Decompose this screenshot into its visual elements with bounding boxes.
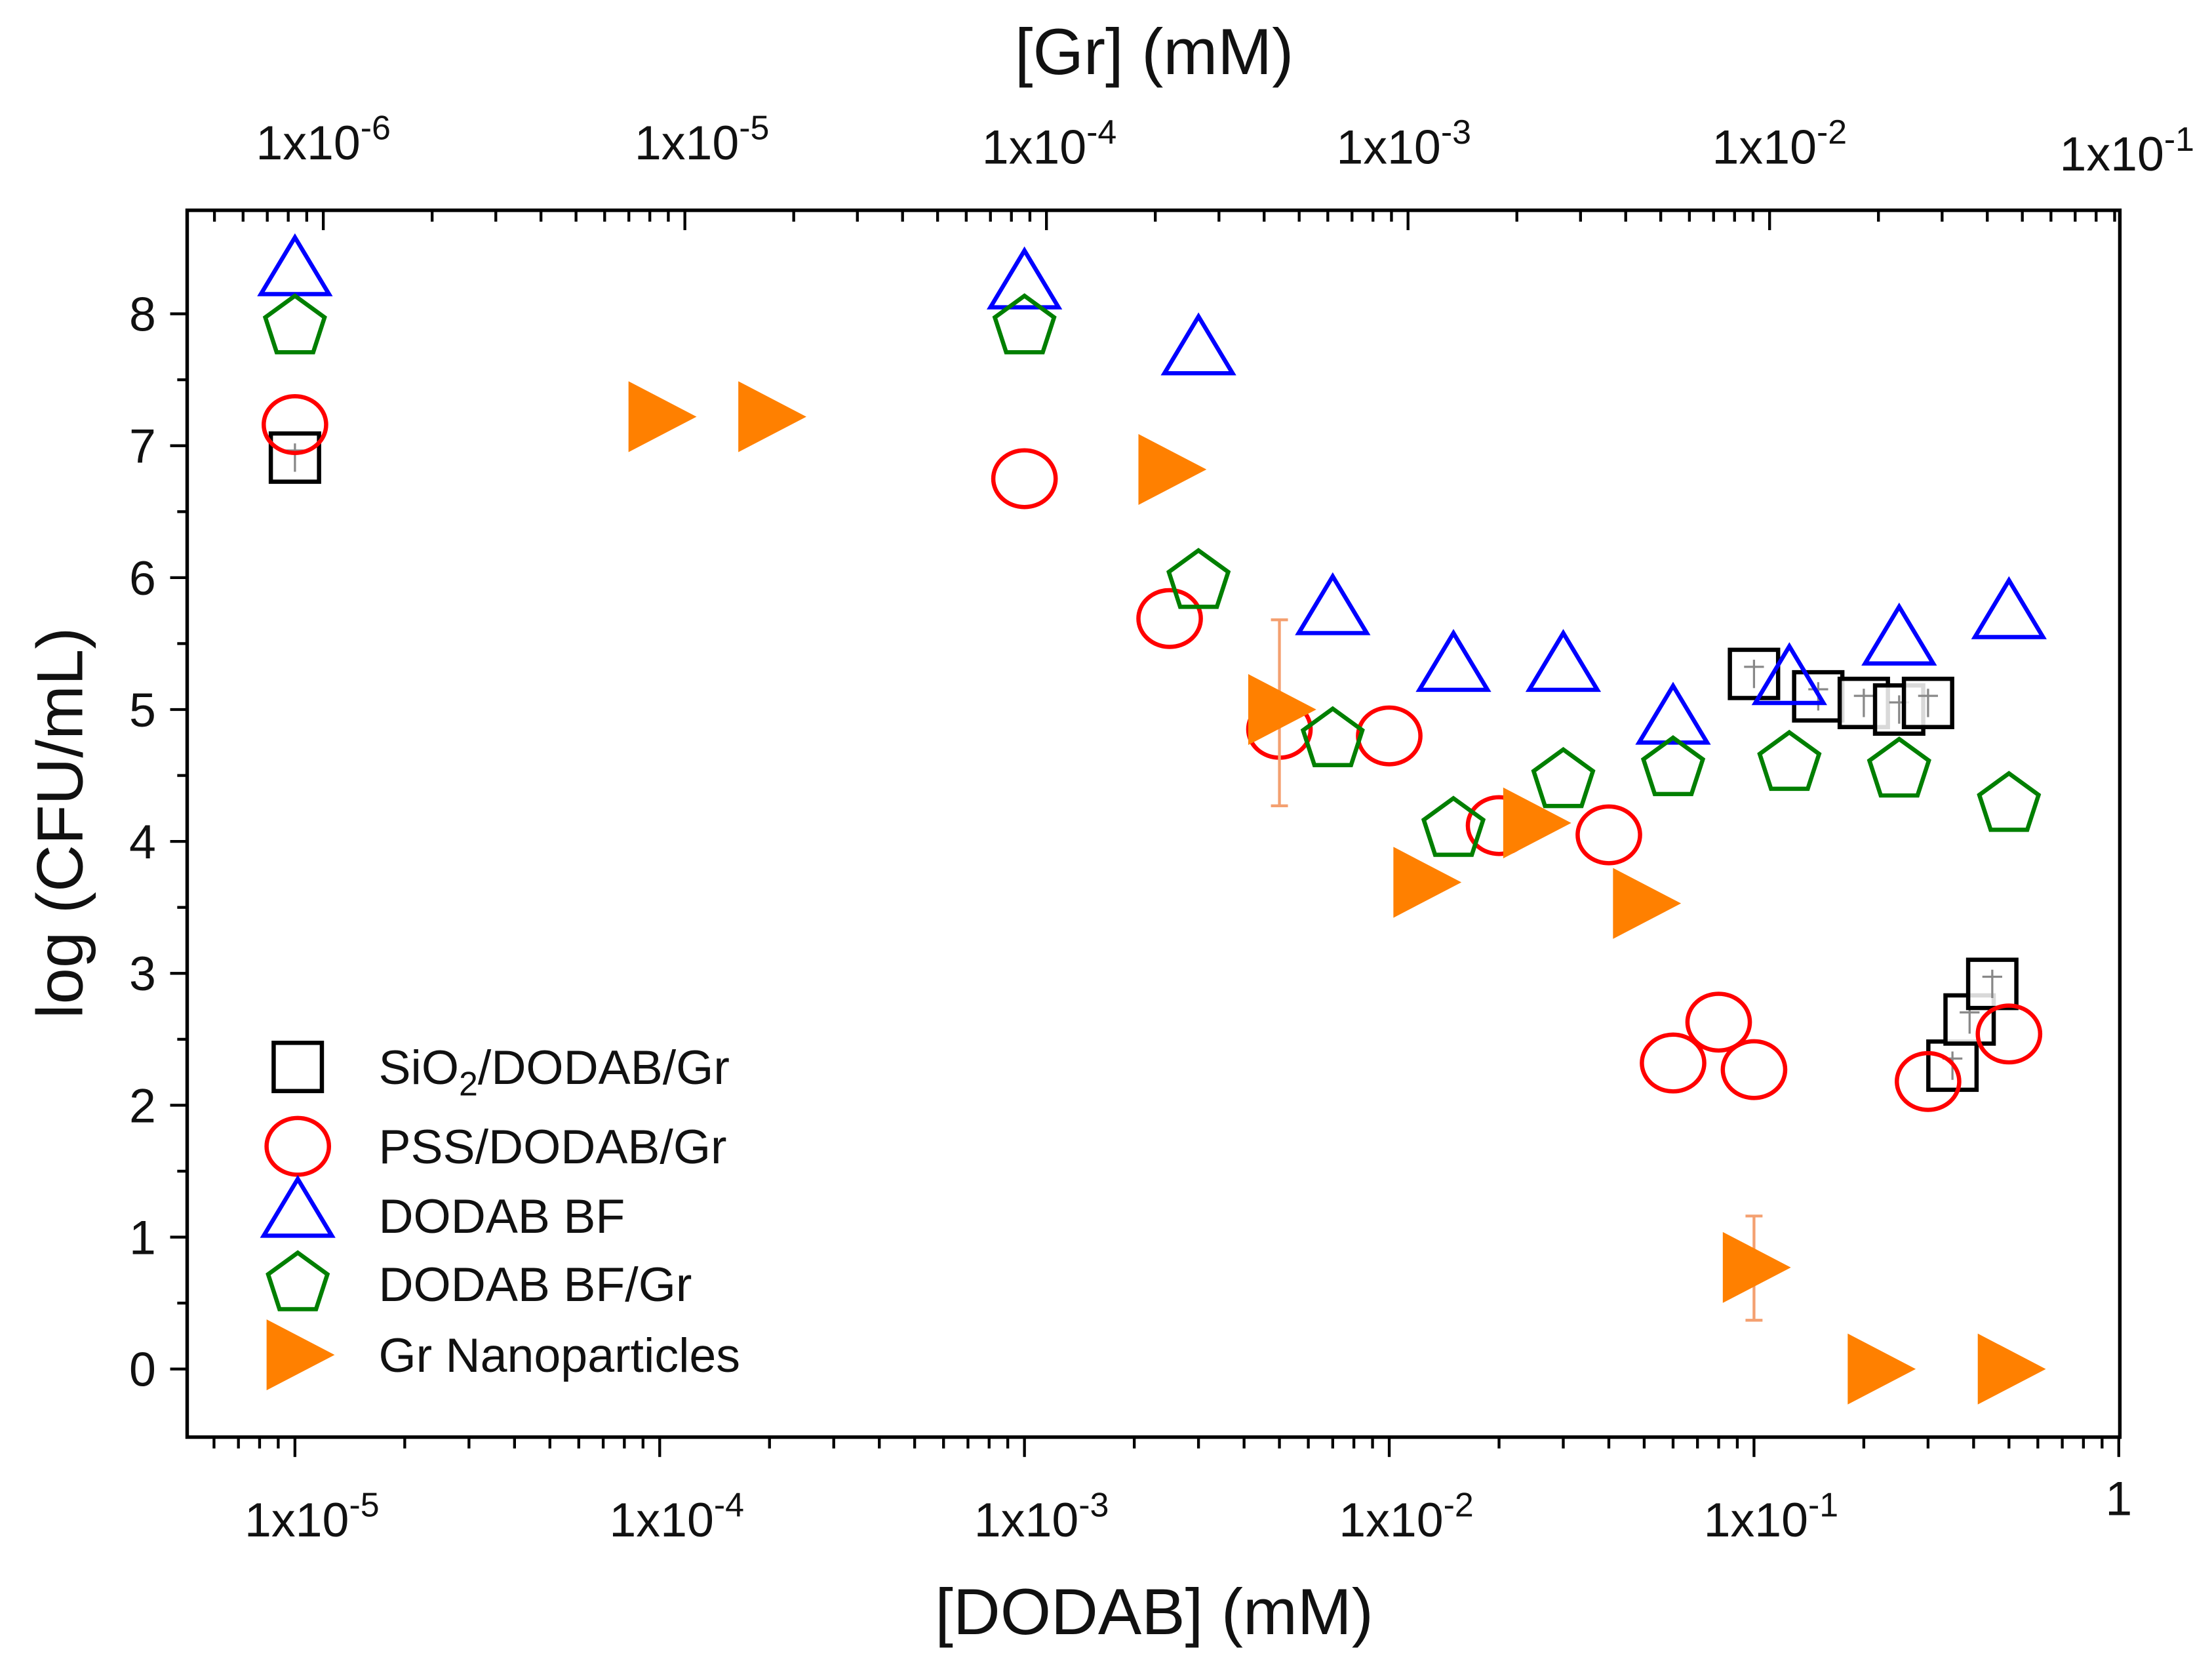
data-point bbox=[1975, 1003, 2043, 1065]
data-point bbox=[1503, 787, 1571, 859]
data-point bbox=[1640, 1032, 1707, 1094]
top-x-tick-label: 1x10-2 bbox=[1712, 113, 1847, 174]
data-point bbox=[262, 394, 328, 456]
data-point bbox=[1977, 1333, 2046, 1405]
legend-marker bbox=[266, 1319, 335, 1391]
x-tick-label: 1x10-3 bbox=[974, 1486, 1109, 1547]
data-point bbox=[1415, 629, 1491, 692]
data-point bbox=[992, 293, 1057, 355]
x-tick-label: 1x10-1 bbox=[1704, 1486, 1839, 1547]
legend-label: DODAB BF/Gr bbox=[378, 1257, 692, 1312]
data-point bbox=[1136, 588, 1203, 649]
legend-label: SiO2/DODAB/Gr bbox=[378, 1040, 729, 1102]
series-dodab-bf-gr bbox=[262, 293, 2042, 857]
data-point bbox=[1847, 1333, 1916, 1405]
plot-frame bbox=[185, 208, 2122, 1439]
legend-marker bbox=[271, 1041, 325, 1094]
y-tick-label: 7 bbox=[129, 419, 156, 473]
y-tick-label: 5 bbox=[129, 683, 156, 737]
data-point bbox=[1895, 1051, 1962, 1112]
x-tick-label: 1x10-4 bbox=[609, 1486, 744, 1547]
y-tick-label: 2 bbox=[129, 1078, 156, 1132]
data-points bbox=[257, 233, 2047, 1405]
legend: SiO2/DODAB/Gr PSS/DODAB/Gr DODAB BF DODAB B… bbox=[260, 1040, 740, 1391]
data-point bbox=[1720, 1039, 1788, 1100]
legend-marker bbox=[260, 1174, 336, 1238]
data-point bbox=[628, 381, 697, 452]
data-point bbox=[1138, 433, 1207, 505]
data-point bbox=[1160, 312, 1236, 376]
top-x-tick-label: 1x10-1 bbox=[2059, 120, 2194, 181]
data-point bbox=[1421, 795, 1486, 857]
y-tick-label: 1 bbox=[129, 1211, 156, 1265]
y-tick-labels: 0 1 2 3 4 5 6 7 8 bbox=[129, 287, 156, 1397]
legend-label: Gr Nanoparticles bbox=[378, 1328, 740, 1382]
data-point bbox=[1575, 804, 1642, 866]
data-point bbox=[991, 448, 1058, 510]
data-point bbox=[1635, 681, 1711, 745]
data-point bbox=[262, 293, 327, 355]
legend-label: DODAB BF bbox=[378, 1189, 625, 1243]
data-point bbox=[1613, 868, 1682, 939]
data-point bbox=[1525, 629, 1602, 692]
data-point bbox=[1356, 705, 1423, 767]
x-tick-labels: 1x10-5 1x10-4 1x10-3 1x10-2 1x10-1 1 bbox=[245, 1471, 2132, 1546]
data-point bbox=[1901, 676, 1954, 729]
x-axis-title: [DODAB] (mM) bbox=[935, 1576, 1373, 1649]
data-point bbox=[1295, 572, 1371, 635]
data-point bbox=[257, 233, 333, 296]
data-point bbox=[1300, 706, 1365, 768]
data-point bbox=[1166, 548, 1231, 609]
data-point bbox=[1722, 1232, 1791, 1303]
y-tick-label: 6 bbox=[129, 551, 156, 605]
data-point bbox=[1757, 729, 1822, 791]
data-point bbox=[1792, 670, 1845, 723]
series-pss-dodab-gr bbox=[262, 394, 2043, 1112]
top-x-tick-label: 1x10-4 bbox=[982, 113, 1117, 174]
y-tick-label: 0 bbox=[129, 1342, 156, 1397]
y-axis-title: log (CFU/mL) bbox=[24, 628, 96, 1019]
data-point bbox=[1751, 642, 1827, 706]
y-tick-label: 4 bbox=[129, 814, 156, 869]
top-x-axis-title: [Gr] (mM) bbox=[1015, 16, 1294, 89]
data-point bbox=[1971, 576, 2047, 639]
top-x-tick-label: 1x10-3 bbox=[1336, 113, 1471, 174]
data-point bbox=[987, 246, 1063, 310]
top-x-tick-label: 1x10-6 bbox=[256, 109, 391, 170]
top-x-tick-label: 1x10-5 bbox=[635, 109, 770, 170]
series-gr-nanoparticles bbox=[628, 381, 2046, 1405]
top-x-tick-labels: 1x10-6 1x10-5 1x10-4 1x10-3 1x10-2 1x10-1 bbox=[256, 109, 2194, 182]
x-tick-label: 1x10-5 bbox=[245, 1486, 380, 1547]
data-point bbox=[1685, 992, 1752, 1053]
data-point bbox=[1531, 746, 1596, 809]
data-point bbox=[738, 381, 806, 452]
data-point bbox=[1866, 736, 1931, 798]
data-point bbox=[1248, 673, 1316, 746]
data-point bbox=[1977, 771, 2042, 832]
data-point bbox=[1861, 602, 1937, 666]
y-tick-label: 8 bbox=[129, 287, 156, 342]
x-tick-label: 1x10-2 bbox=[1339, 1486, 1474, 1547]
axis-ticks bbox=[170, 210, 2120, 1457]
series-sio2-dodab-gr bbox=[268, 431, 2019, 1092]
legend-marker bbox=[266, 1250, 330, 1312]
legend-marker bbox=[264, 1115, 332, 1177]
y-tick-label: 3 bbox=[129, 946, 156, 1001]
data-point bbox=[1640, 735, 1706, 797]
legend-label: PSS/DODAB/Gr bbox=[378, 1119, 726, 1174]
data-point bbox=[1393, 847, 1462, 918]
x-tick-label: 1 bbox=[2105, 1471, 2132, 1525]
